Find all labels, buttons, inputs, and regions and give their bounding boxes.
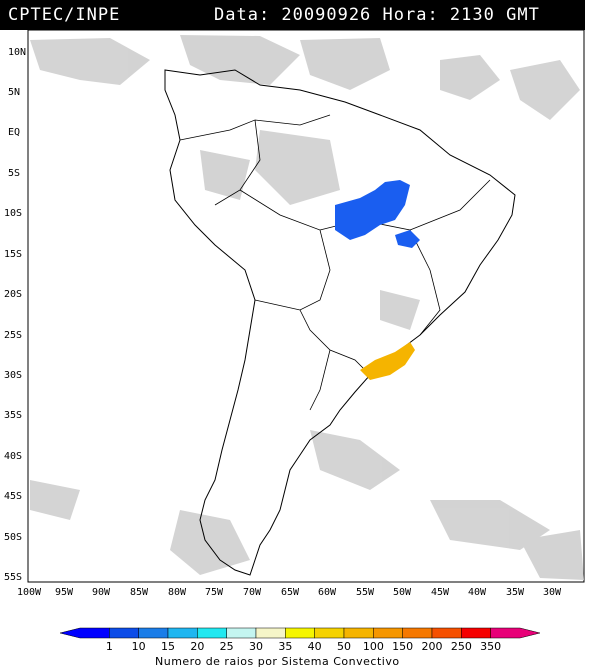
lat-tick: 35S (4, 410, 23, 421)
colorbar-segment (402, 627, 433, 639)
source-label: CPTEC/INPE (8, 5, 121, 25)
colorbar-tick-label: 100 (363, 640, 384, 653)
colorbar-segment (373, 627, 403, 639)
colorbar-tick-label: 1 (106, 640, 113, 653)
lat-tick: 15S (4, 249, 23, 260)
cloud-cover (30, 35, 584, 580)
colorbar-segment (343, 627, 374, 639)
lon-tick: 75W (205, 587, 224, 598)
colorbar-segment (109, 627, 139, 639)
lon-tick: 30W (543, 587, 562, 598)
convective-system-central-brazil (335, 180, 420, 248)
colorbar-tick-label: 30 (249, 640, 263, 653)
colorbar-tick-label: 200 (422, 640, 443, 653)
colorbar-segment (59, 627, 110, 639)
lon-tick: 45W (431, 587, 450, 598)
lat-tick: EQ (8, 127, 21, 138)
lat-tick: 5S (8, 168, 21, 179)
datetime-label: Data: 20090926 Hora: 2130 GMT (214, 5, 540, 25)
colorbar-tick-label: 150 (392, 640, 413, 653)
lon-tick: 50W (393, 587, 412, 598)
colorbar-segment (255, 627, 286, 639)
convective-system-southern-brazil (360, 342, 415, 380)
lon-tick: 35W (506, 587, 525, 598)
colorbar-segment (285, 627, 315, 639)
colorbar-tick-label: 10 (132, 640, 146, 653)
lat-tick: 50S (4, 532, 23, 543)
colorbar-segment (314, 627, 345, 639)
colorbar-tick-label: 50 (337, 640, 351, 653)
map-canvas (27, 30, 585, 583)
lon-tick: 85W (130, 587, 149, 598)
coastline (164, 69, 516, 576)
lon-tick: 100W (17, 587, 42, 598)
colorbar-tick-label: 250 (451, 640, 472, 653)
lon-tick: 70W (243, 587, 262, 598)
lat-tick: 10N (8, 47, 27, 58)
colorbar-tick-label: 35 (278, 640, 292, 653)
colorbar-title: Numero de raios por Sistema Convectivo (155, 655, 400, 668)
colorbar-segment (167, 627, 198, 639)
colorbar-segment (431, 627, 462, 639)
colorbar-tick-label: 15 (161, 640, 175, 653)
lat-tick: 25S (4, 330, 23, 341)
colorbar-segment (138, 627, 169, 639)
colorbar-segment (197, 627, 227, 639)
colorbar-tick-label: 20 (190, 640, 204, 653)
lon-tick: 40W (468, 587, 487, 598)
colorbar-tick-label: 350 (480, 640, 501, 653)
lon-tick: 65W (281, 587, 300, 598)
lat-tick: 5N (8, 87, 21, 98)
lon-tick: 60W (318, 587, 337, 598)
header-bar: CPTEC/INPE Data: 20090926 Hora: 2130 GMT (0, 0, 585, 30)
lon-tick: 55W (356, 587, 375, 598)
lat-tick: 30S (4, 370, 23, 381)
colorbar-segment (490, 627, 541, 639)
lat-tick: 55S (4, 572, 23, 583)
lon-tick: 80W (168, 587, 187, 598)
lat-tick: 40S (4, 451, 23, 462)
colorbar-segment (461, 627, 491, 639)
lon-tick: 95W (55, 587, 74, 598)
colorbar-tick-label: 25 (220, 640, 234, 653)
lat-tick: 45S (4, 491, 23, 502)
lat-tick: 20S (4, 289, 23, 300)
borders (179, 114, 491, 411)
colorbar-segment (226, 627, 257, 639)
colorbar-tick-label: 40 (308, 640, 322, 653)
lon-tick: 90W (92, 587, 111, 598)
lat-tick: 10S (4, 208, 23, 219)
colorbar: 1 10 15 20 25 30 35 40 50 100 150 200 250 350 (59, 627, 541, 653)
